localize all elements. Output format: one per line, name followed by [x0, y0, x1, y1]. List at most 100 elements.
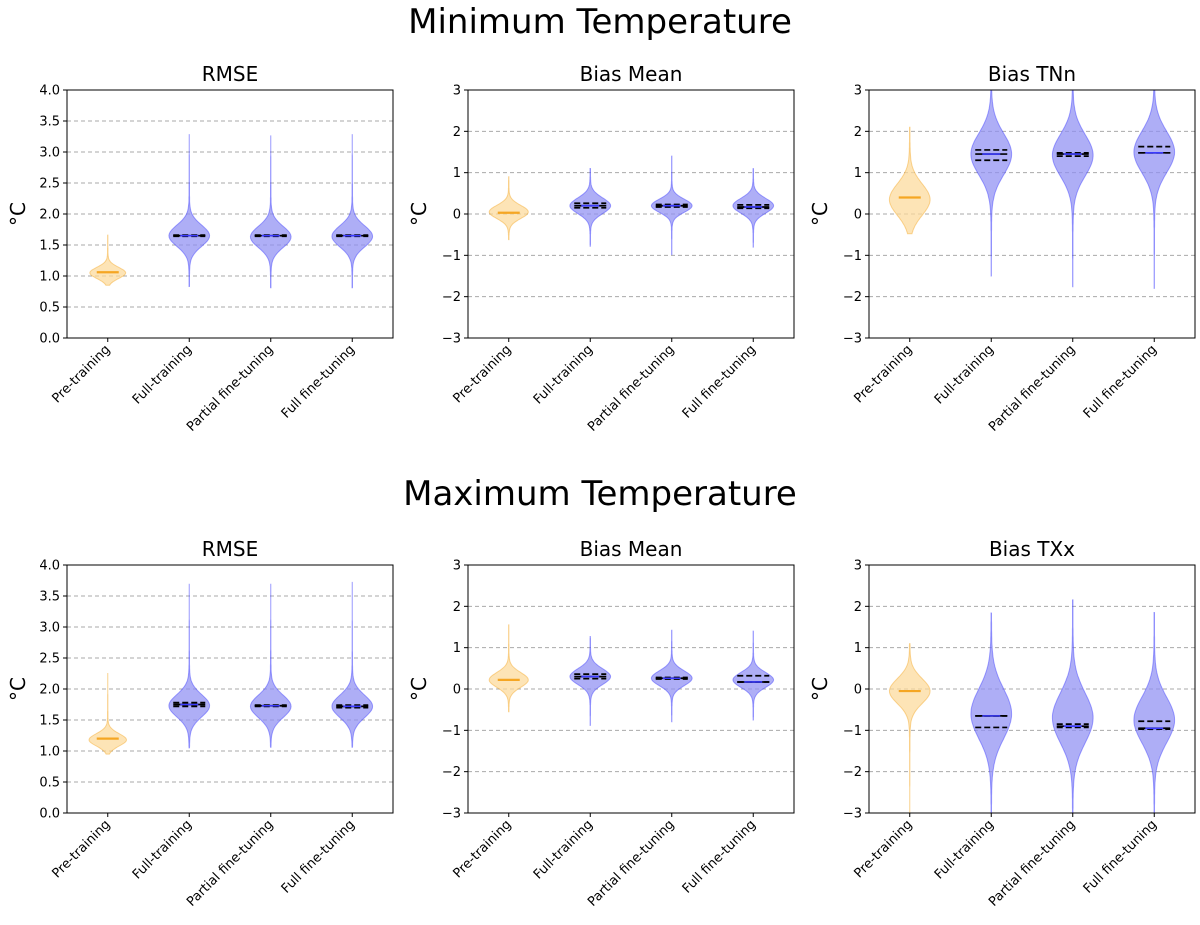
ytick-label: −3: [843, 807, 862, 822]
violin-0-2: [249, 135, 292, 289]
xtick-label: Pre-training: [851, 342, 915, 406]
subplot-5: −3 −2 −1 0 1 2 3 Pre-training Full-trainingParti…: [808, 537, 1196, 910]
y-axis-label: °C: [6, 202, 30, 226]
subplot-title: Bias Mean: [580, 537, 683, 561]
section-title-max: Maximum Temperature: [403, 474, 797, 514]
ytick-label: 0.5: [39, 301, 60, 316]
violin-4-1: [569, 636, 612, 726]
ytick-label: 0.5: [39, 776, 60, 791]
ytick-label: 1.0: [39, 270, 60, 285]
violin-5-0: [888, 643, 931, 814]
ytick-label: 3: [854, 84, 862, 99]
y-axis-label: °C: [6, 677, 30, 701]
ytick-label: 1.5: [39, 714, 60, 729]
xtick-label: Full-training: [130, 342, 195, 407]
violin-0-0: [89, 234, 127, 286]
subplot-3: 0.0 0.5 1.0 1.5 2.0 2.5 3.0 3.5 4.0 Pre-training F…: [6, 537, 394, 910]
ytick-label: 3.0: [39, 146, 60, 161]
violin-3-1: [168, 583, 211, 749]
ytick-label: 2: [453, 600, 461, 615]
violin-5-2: [1051, 599, 1094, 814]
ytick-label: 1: [453, 166, 461, 181]
violin-5-1: [970, 612, 1013, 814]
violin-2-3: [1133, 89, 1176, 289]
ytick-label: −1: [843, 249, 862, 264]
xtick-label: Pre-training: [49, 342, 113, 406]
ytick-label: 2: [854, 600, 862, 615]
xtick-label: Full fine-tuning: [1081, 817, 1160, 896]
ytick-label: −1: [442, 249, 461, 264]
xtick-label: Full fine-tuning: [279, 817, 358, 896]
violin-2-2: [1051, 89, 1094, 288]
xtick-label: Full-training: [130, 817, 195, 882]
subplot-title: RMSE: [202, 62, 258, 86]
violin-4-0: [488, 624, 529, 713]
ytick-label: 3.0: [39, 621, 60, 636]
xtick-label: Full fine-tuning: [680, 342, 759, 421]
violin-5-3: [1133, 612, 1176, 814]
ytick-label: 3.5: [39, 115, 60, 130]
ytick-label: 2.5: [39, 652, 60, 667]
subplot-0: 0.0 0.5 1.0 1.5 2.0 2.5 3.0 3.5 4.0 Pre-training F…: [6, 62, 394, 435]
subplot-2: −3 −2 −1 0 1 2 3 Pre-training Full-trainingParti…: [808, 62, 1196, 435]
section-title-min: Minimum Temperature: [408, 2, 792, 42]
violin-3-2: [249, 583, 292, 748]
y-axis-label: °C: [808, 677, 832, 701]
ytick-label: 3.5: [39, 590, 60, 605]
xtick-label: Pre-training: [450, 342, 514, 406]
ytick-label: 4.0: [39, 84, 60, 99]
subplot-title: RMSE: [202, 537, 258, 561]
ytick-label: 0.0: [39, 332, 60, 347]
ytick-label: 0: [854, 683, 862, 698]
xtick-label: Pre-training: [49, 817, 113, 881]
ytick-label: −2: [843, 765, 862, 780]
ytick-label: −1: [442, 724, 461, 739]
violin-3-3: [331, 581, 374, 748]
subplot-title: Bias TXx: [989, 537, 1075, 561]
subplot-4: −3 −2 −1 0 1 2 3 Pre-training Full-trainingParti…: [407, 537, 795, 910]
ytick-label: 1: [854, 166, 862, 181]
subplot-title: Bias TNn: [988, 62, 1076, 86]
ytick-label: 0.0: [39, 807, 60, 822]
ytick-label: 0: [453, 683, 461, 698]
xtick-label: Partial fine-tuning: [986, 342, 1078, 434]
violin-2-0: [888, 126, 931, 235]
ytick-label: −2: [442, 290, 461, 305]
ytick-label: −3: [843, 332, 862, 347]
subplot-title: Bias Mean: [580, 62, 683, 86]
ytick-label: 2.0: [39, 683, 60, 698]
xtick-label: Full fine-tuning: [1081, 342, 1160, 421]
ytick-label: 1: [854, 641, 862, 656]
ytick-label: 2: [854, 125, 862, 140]
xtick-label: Partial fine-tuning: [184, 342, 276, 434]
y-axis-label: °C: [808, 202, 832, 226]
ytick-label: 2.5: [39, 177, 60, 192]
xtick-label: Partial fine-tuning: [585, 817, 677, 909]
xtick-label: Partial fine-tuning: [184, 817, 276, 909]
ytick-label: 2.0: [39, 208, 60, 223]
xtick-label: Full fine-tuning: [279, 342, 358, 421]
xtick-label: Pre-training: [450, 817, 514, 881]
xtick-label: Partial fine-tuning: [986, 817, 1078, 909]
ytick-label: 4.0: [39, 559, 60, 574]
violin-0-1: [168, 134, 211, 287]
ytick-label: −3: [442, 807, 461, 822]
xtick-label: Full-training: [932, 817, 997, 882]
violin-2-1: [970, 89, 1013, 277]
ytick-label: −2: [442, 765, 461, 780]
xtick-label: Full-training: [531, 342, 596, 407]
y-axis-label: °C: [407, 202, 431, 226]
violin-4-2: [650, 629, 693, 723]
ytick-label: 0: [854, 208, 862, 223]
ytick-label: −2: [843, 290, 862, 305]
violin-3-0: [88, 673, 128, 755]
ytick-label: 3: [854, 559, 862, 574]
ytick-label: −1: [843, 724, 862, 739]
ytick-label: 1: [453, 641, 461, 656]
ytick-label: −3: [442, 332, 461, 347]
ytick-label: 0: [453, 208, 461, 223]
xtick-label: Full-training: [531, 817, 596, 882]
violin-1-1: [569, 168, 612, 247]
xtick-label: Partial fine-tuning: [585, 342, 677, 434]
